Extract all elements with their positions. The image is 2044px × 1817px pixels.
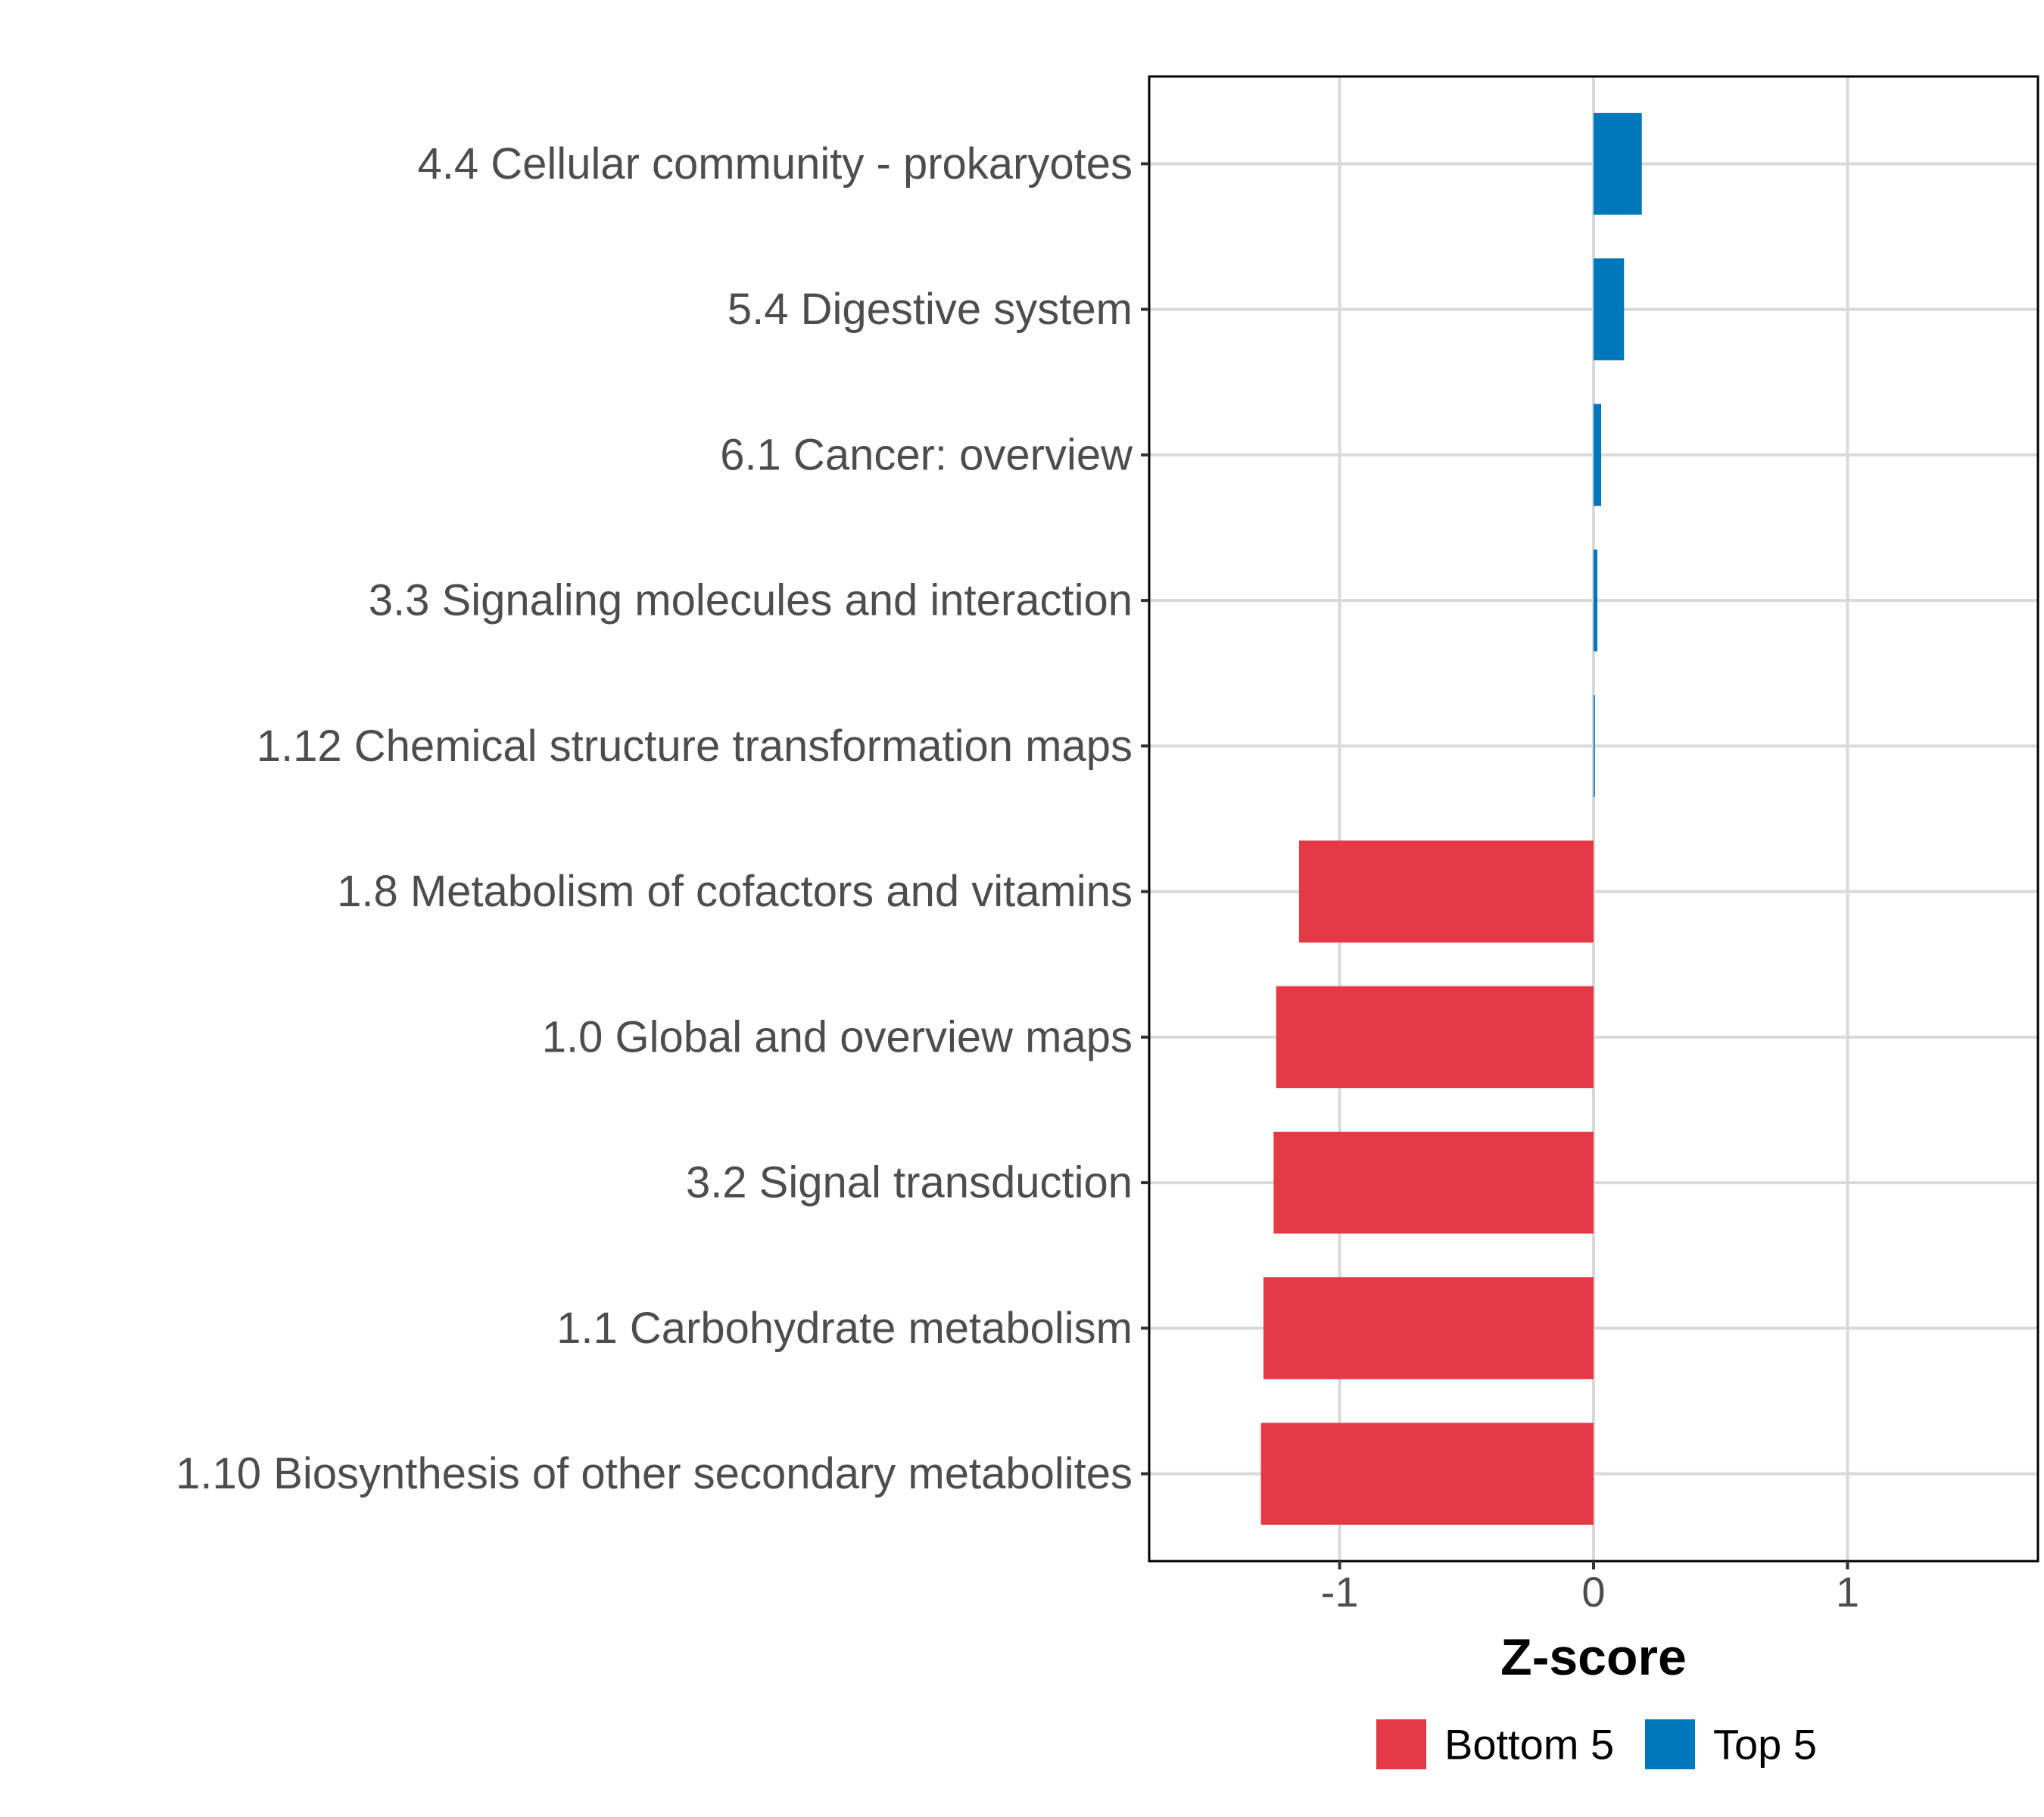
legend-label: Bottom 5 (1444, 1721, 1614, 1769)
category-label: 5.4 Digestive system (728, 285, 1133, 334)
x-tick-labels: -1 0 1 (1321, 1568, 1859, 1616)
bars (1260, 113, 1642, 1525)
bar-8 (1263, 1277, 1594, 1379)
category-label: 1.12 Chemical structure transformation m… (257, 722, 1133, 771)
legend: Bottom 5 Top 5 (1376, 1719, 1817, 1769)
legend-swatch-0 (1376, 1719, 1426, 1769)
bar-5 (1298, 840, 1594, 943)
category-label: 1.1 Carbohydrate metabolism (556, 1304, 1133, 1353)
legend-swatch-1 (1645, 1719, 1695, 1769)
bar-7 (1273, 1131, 1594, 1234)
category-label: 4.4 Cellular community - prokaryotes (418, 139, 1133, 189)
x-tick-label: 1 (1836, 1568, 1859, 1616)
category-label: 3.3 Signaling molecules and interaction (369, 576, 1133, 625)
bar-4 (1594, 695, 1595, 797)
category-labels: 4.4 Cellular community - prokaryotes 5.4 … (176, 139, 1133, 1498)
category-label: 1.10 Biosynthesis of other secondary met… (176, 1449, 1133, 1498)
x-tick-label: 0 (1581, 1568, 1605, 1616)
legend-label: Top 5 (1713, 1721, 1817, 1769)
category-label: 1.8 Metabolism of cofactors and vitamins (337, 867, 1133, 916)
category-label: 6.1 Cancer: overview (720, 430, 1133, 479)
x-tick-label: -1 (1321, 1568, 1359, 1616)
bar-0 (1594, 113, 1642, 215)
bar-6 (1276, 986, 1594, 1089)
y-tick-marks (1141, 162, 1149, 1476)
x-axis-title: Z-score (1500, 1628, 1687, 1686)
bar-3 (1594, 549, 1598, 652)
category-label: 3.2 Signal transduction (686, 1158, 1133, 1208)
bar-9 (1260, 1423, 1594, 1525)
x-tick-marks (1338, 1561, 1849, 1569)
bar-2 (1594, 404, 1602, 506)
category-label: 1.0 Global and overview maps (542, 1012, 1133, 1061)
bar-1 (1594, 258, 1625, 360)
